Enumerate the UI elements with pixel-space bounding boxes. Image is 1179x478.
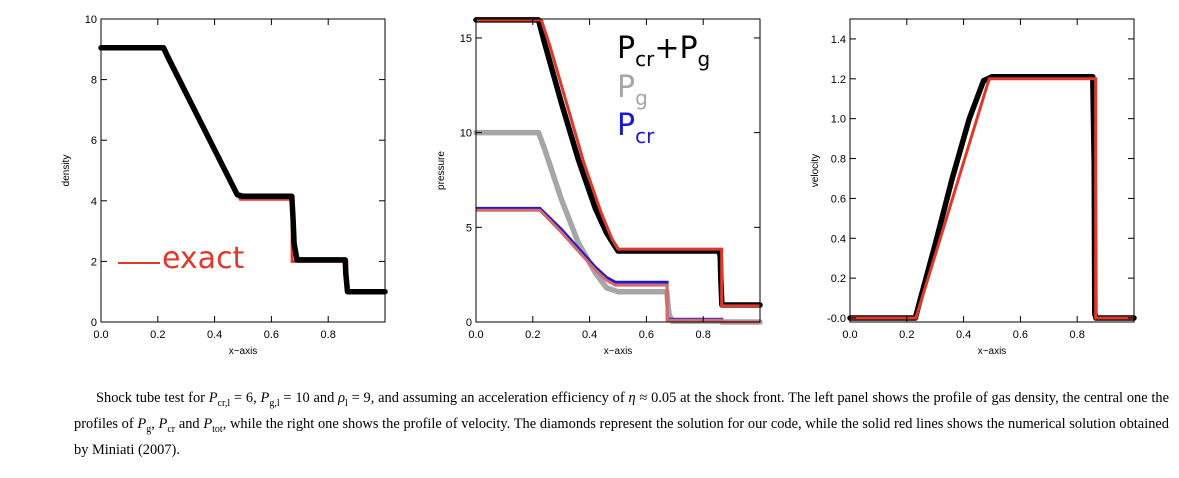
legend-entry: Pcr [617,108,655,148]
y-tick-label: 0 [91,317,97,329]
x-tick-label: 0.8 [696,329,711,341]
y-tick-label: 6 [91,135,97,147]
caption-text: ≈ 0.05 at the shock front. The left pane… [74,390,1169,432]
y-tick-label: 1.0 [831,114,846,126]
caption-text-1: Shock tube test for [96,390,209,406]
caption-sub: g [146,423,152,435]
y-tick-label: 10 [460,128,472,140]
x-tick-label: 0.8 [321,329,336,341]
caption-sub: cr,l [217,397,231,409]
y-tick-label: 0.2 [831,273,846,285]
x-tick-label: 0.0 [468,329,483,341]
density-panel: 0.0 0.2 0.4 0.6 0.8 0 2 4 6 8 10 x−axis density exact [61,14,388,357]
caption-sub: cr [167,423,176,435]
x-tick-label: 0.4 [582,329,597,341]
legend-main: P [617,31,635,66]
x-tick-label: 0.2 [899,329,914,341]
y-tick-label: 0 [466,317,472,329]
caption-text-2: , while the right one shows the profile … [74,415,1169,458]
legend-entry: Pcr+Pg [617,31,710,71]
caption-symbol-rho: ρ [338,390,346,406]
y-tick-label: 2 [91,256,97,268]
caption-text: = 9, and assuming an acceleration effici… [347,390,629,406]
caption-text: and [175,415,204,432]
series-Pg-diamonds [473,129,763,325]
figure: 0.0 0.2 0.4 0.6 0.8 0 2 4 6 8 10 x−axis density exact… [61,14,1137,357]
y-axis-label: pressure [436,151,447,190]
x-tick-label: 0.4 [956,329,971,341]
y-axis-label: velocity [810,154,821,187]
legend-label-exact: exact [162,241,245,276]
legend-sub: cr [635,124,655,148]
x-tick-label: 0.0 [93,329,108,341]
caption-text: = 6, [230,390,261,406]
pressure-panel: 0.0 0.2 0.4 0.6 0.8051015x−axispressurePcr+P… [436,17,763,357]
x-tick-label: 0.6 [1013,329,1028,341]
x-tick-label: 0.2 [525,329,540,341]
x-tick-label: 0.6 [264,329,279,341]
legend-main: P [617,108,635,143]
y-tick-label: 4 [91,196,97,208]
legend-entry: Pg [617,70,648,110]
caption-symbol-p: P [203,415,213,432]
figure-caption: Shock tube test for Pcr,l = 6, Pg,l = 10… [74,388,1169,460]
series-code-diamonds [847,74,1137,321]
caption-symbol-p: P [158,415,168,432]
caption-symbol-eta: η [628,390,636,406]
x-tick-label: 0.0 [842,329,857,341]
series-Pcr-exact-line [476,206,760,324]
series-Pcr-code-line [476,208,760,324]
y-tick-label: -0.0 [827,313,846,325]
x-tick-label: 0.6 [639,329,654,341]
caption-text: , [151,415,159,432]
series-code-diamonds [98,45,388,295]
y-tick-label: 0.4 [831,233,846,245]
x-axis-label: x−axis [229,346,258,357]
caption-sub: l [345,397,348,409]
plot-frame [475,18,761,323]
x-tick-label: 0.4 [207,329,222,341]
series-Ptot-exact-line [476,18,760,308]
caption-symbol-p: P [137,415,147,432]
legend-sub: g [635,86,648,110]
y-axis-label: density [61,155,72,187]
caption-sub: tot [212,423,223,435]
caption-symbol-p: P [260,390,270,406]
y-tick-label: 0.8 [831,154,846,166]
caption-symbol-p: P [208,390,218,406]
legend-sub: cr [635,47,655,71]
plot-frame [849,18,1135,323]
x-axis-label: x−axis [978,346,1007,357]
y-tick-label: 1.2 [831,74,846,86]
legend-sub: g [698,47,711,71]
legend-main: P [617,70,635,105]
series-exact-line [850,77,1134,320]
plot-frame [100,18,386,323]
y-tick-label: 10 [85,14,97,26]
x-axis-label: x−axis [604,346,633,357]
velocity-panel: 0.0 0.2 0.4 0.6 0.8 -0.0 0.2 0.4 0.6 0.8 1.0 1.2 1.4… [810,18,1137,357]
x-tick-label: 0.8 [1070,329,1085,341]
y-tick-label: 5 [466,222,472,234]
y-tick-label: 8 [91,75,97,87]
x-tick-label: 0.2 [150,329,165,341]
legend-main: +P [654,31,697,66]
caption-text: = 10 and [279,390,339,406]
y-tick-label: 1.4 [831,34,846,46]
caption-sub: g,l [269,397,280,409]
y-tick-label: 0.6 [831,193,846,205]
y-tick-label: 15 [460,33,472,45]
